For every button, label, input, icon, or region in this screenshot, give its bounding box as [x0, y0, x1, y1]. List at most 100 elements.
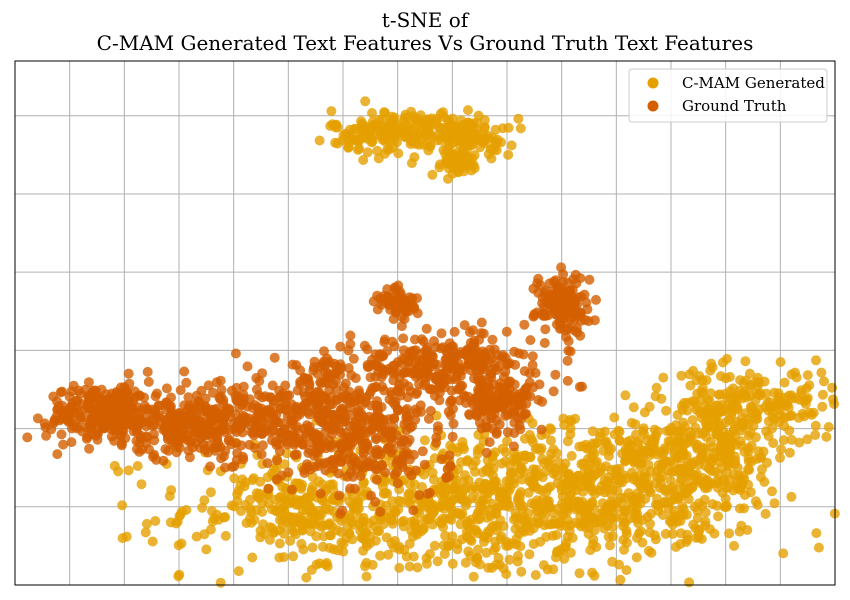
data-point [336, 527, 347, 537]
data-point [141, 518, 152, 529]
data-point [644, 527, 655, 538]
data-point [682, 529, 693, 540]
data-point [65, 406, 76, 416]
data-point [186, 435, 197, 446]
data-point [605, 540, 615, 551]
data-point [490, 137, 501, 148]
data-point [380, 467, 391, 478]
data-point [437, 130, 448, 141]
data-point [332, 138, 343, 149]
data-point [463, 354, 474, 365]
data-point [229, 473, 240, 484]
data-point [609, 412, 620, 423]
data-point [383, 549, 394, 560]
data-point [574, 568, 585, 579]
data-point [238, 389, 249, 400]
data-point [538, 560, 549, 571]
data-point [411, 389, 422, 400]
data-point [558, 413, 569, 424]
data-point [635, 461, 646, 472]
data-point [389, 360, 400, 371]
data-point [486, 392, 497, 403]
data-point [203, 380, 214, 391]
data-point [614, 463, 625, 474]
data-point [199, 529, 210, 540]
data-point [436, 454, 447, 465]
data-point [443, 541, 454, 552]
data-point [509, 456, 520, 467]
data-point [768, 438, 779, 449]
data-point [195, 442, 205, 453]
data-point [589, 488, 600, 499]
data-point [779, 377, 790, 388]
data-point [589, 315, 600, 326]
data-point [732, 462, 743, 473]
data-point [565, 429, 576, 440]
data-point [631, 429, 641, 440]
data-point [595, 428, 606, 438]
data-point [743, 418, 754, 429]
data-point [294, 511, 305, 522]
data-point [433, 368, 444, 379]
data-point [779, 421, 790, 431]
data-point [434, 395, 445, 406]
data-point [389, 469, 400, 480]
data-point [384, 394, 395, 405]
data-point [497, 350, 508, 361]
chart-title-block: t-SNE of C-MAM Generated Text Features V… [0, 9, 850, 55]
data-point [416, 348, 426, 359]
data-point [272, 455, 282, 466]
data-point [123, 465, 134, 476]
data-point [490, 508, 501, 519]
data-point [529, 309, 540, 320]
data-point [66, 437, 77, 448]
data-point [527, 437, 538, 448]
data-point [121, 388, 131, 399]
data-point [39, 418, 50, 429]
data-point [242, 361, 253, 372]
data-point [474, 477, 485, 488]
data-point [374, 526, 385, 536]
data-point [249, 514, 260, 525]
data-point [331, 384, 342, 395]
series-generated [109, 96, 840, 588]
data-point [194, 427, 205, 438]
data-point [577, 381, 587, 392]
data-point [197, 502, 208, 513]
data-point [702, 421, 713, 432]
data-point [335, 439, 345, 450]
data-point [357, 399, 368, 410]
data-point [307, 542, 318, 553]
data-point [303, 373, 314, 384]
data-point [397, 517, 408, 528]
data-point [794, 437, 805, 448]
data-point [536, 424, 547, 435]
data-point [689, 501, 700, 512]
data-point [419, 459, 430, 470]
data-point [747, 402, 757, 413]
data-point [263, 498, 274, 509]
data-point [262, 472, 273, 483]
data-point [529, 499, 540, 509]
data-point [802, 393, 813, 403]
data-point [628, 474, 639, 485]
data-point [558, 474, 569, 485]
data-point [729, 540, 739, 551]
data-point [434, 482, 445, 493]
data-point [590, 469, 601, 480]
data-point [499, 395, 510, 406]
data-point [621, 505, 632, 516]
data-point [462, 346, 473, 357]
data-point [311, 559, 322, 570]
data-point [722, 393, 732, 404]
data-point [313, 390, 324, 401]
data-point [591, 542, 602, 552]
data-point [742, 525, 753, 535]
data-point [664, 425, 675, 436]
data-point [553, 307, 564, 318]
data-point [587, 567, 598, 578]
data-point [175, 385, 186, 396]
data-point [613, 425, 624, 436]
data-point [233, 566, 244, 577]
